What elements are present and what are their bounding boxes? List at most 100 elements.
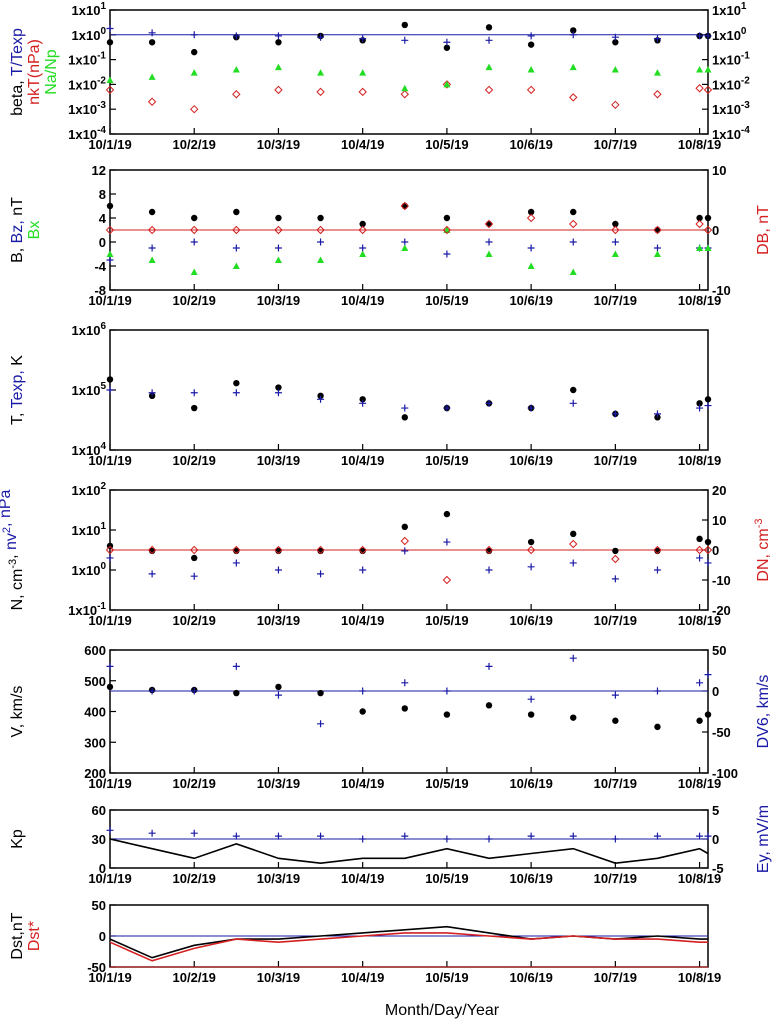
panel-magnetic-field: 12 8 4 0 -4 -8 10 0 -10 10/1/19 10/2/19 10/3/19 10/4… [9, 163, 772, 308]
y-tick-label: 4 [99, 211, 107, 226]
data-point [570, 714, 577, 721]
data-point [232, 662, 240, 670]
data-point [570, 530, 577, 538]
y-tick-label-base: 8 [99, 187, 106, 202]
data-point [106, 683, 114, 691]
y-axis-label: B, Bz, nT [9, 197, 26, 263]
data-point [442, 575, 452, 585]
data-point [704, 832, 712, 840]
data-point [106, 24, 114, 32]
y-tick-label-base: 1x10 [68, 127, 97, 142]
data-point [570, 208, 577, 216]
x-tick-label: 10/8/19 [678, 613, 721, 628]
x-tick-label: 10/6/19 [509, 776, 552, 791]
y2-tick-label-base: 10 [712, 513, 726, 528]
data-point [106, 376, 114, 383]
y2-tick-label-exp: -2 [741, 75, 750, 86]
x-tick-label: 10/6/19 [509, 970, 552, 985]
data-point [317, 689, 324, 697]
x-tick-label: 10/5/19 [425, 970, 468, 985]
x-tick-label: 10/3/19 [257, 776, 300, 791]
data-point [569, 559, 577, 567]
data-point [274, 225, 283, 235]
data-point [485, 36, 493, 44]
data-point [653, 35, 661, 43]
data-point [704, 559, 712, 567]
x-tick-label: 10/4/19 [341, 293, 384, 308]
data-point [569, 31, 577, 39]
y2-axis-label-part: DB, nT [755, 205, 772, 255]
y2-tick-label-base: 0 [712, 543, 719, 558]
y2-axis-label: DN, cm-3 [753, 518, 772, 581]
series-texp [106, 386, 712, 418]
data-point [148, 687, 156, 695]
x-tick-label: 10/3/19 [257, 613, 300, 628]
data-point [105, 545, 115, 555]
data-point [274, 256, 282, 263]
data-point [696, 832, 704, 840]
data-point [527, 563, 535, 571]
x-tick-label: 10/5/19 [425, 613, 468, 628]
data-point [704, 402, 712, 410]
data-point [359, 566, 367, 574]
series-dst [109, 925, 708, 959]
data-point [190, 572, 198, 580]
x-tick-label: 10/1/19 [88, 970, 131, 985]
data-point [704, 711, 712, 718]
x-tick-label: 10/7/19 [594, 293, 637, 308]
data-point [317, 570, 325, 578]
data-point [232, 65, 240, 73]
data-point [232, 389, 240, 397]
y2-tick-label: 1x100 [712, 26, 747, 43]
x-tick-label: 10/1/19 [88, 613, 131, 628]
data-point [696, 32, 704, 40]
y-tick-label-base: 500 [84, 674, 106, 689]
y2-tick-label-base: 1x10 [712, 127, 741, 142]
x-tick-label: 10/3/19 [257, 871, 300, 886]
data-point [148, 244, 156, 252]
data-point [527, 538, 535, 546]
data-point [358, 545, 367, 555]
data-point [653, 225, 662, 235]
data-point [611, 554, 620, 564]
x-tick-label: 10/7/19 [594, 871, 637, 886]
data-point [569, 832, 577, 840]
y-axis-label-part: V, km/s [9, 686, 26, 738]
data-point [148, 389, 156, 397]
x-tick-label: 10/4/19 [341, 137, 384, 152]
y-tick-label-exp: -2 [97, 75, 106, 86]
data-point [190, 268, 198, 275]
y2-tick-label: 1x10-2 [712, 75, 750, 92]
data-point [704, 396, 712, 403]
y-tick-label-base: 60 [92, 803, 106, 818]
y-axis-label: V, km/s [9, 686, 26, 738]
x-tick-label: 10/5/19 [425, 293, 468, 308]
data-point [443, 44, 451, 51]
data-point [612, 547, 619, 555]
y2-axis-label: Ey, mV/m [755, 805, 772, 873]
data-point [569, 238, 577, 246]
y-axis-label-part: , nPa [0, 489, 14, 526]
data-point [317, 832, 325, 840]
data-point [653, 545, 662, 555]
x-tick-label: 10/3/19 [257, 137, 300, 152]
data-point [274, 63, 282, 71]
series-t-texp [106, 24, 712, 46]
y-tick-label-base: 1x10 [68, 102, 97, 117]
data-point [317, 238, 325, 246]
data-point [106, 554, 114, 562]
x-tick-label: 10/5/19 [425, 871, 468, 886]
data-point [611, 691, 619, 699]
x-tick-label: 10/2/19 [173, 453, 216, 468]
data-point [148, 256, 156, 263]
data-point [190, 829, 198, 837]
y-tick-label-base: 30 [92, 832, 106, 847]
data-point [106, 256, 114, 264]
x-tick-label: 10/2/19 [173, 613, 216, 628]
data-point [442, 80, 452, 89]
data-point [106, 386, 114, 394]
y-axis-label-part: -3 [7, 559, 19, 569]
x-tick-label: 10/4/19 [341, 453, 384, 468]
x-tick-label: 10/1/19 [88, 776, 131, 791]
